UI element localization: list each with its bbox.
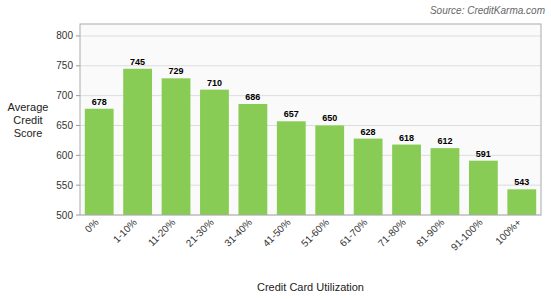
y-tick: [76, 95, 80, 96]
x-tick-label: 21-30%: [184, 217, 216, 249]
x-tick-label: 91-100%: [449, 217, 485, 253]
y-tick-label: 700: [56, 90, 73, 101]
bar: [392, 145, 421, 215]
x-tick-label: 51-60%: [299, 217, 331, 249]
bar: [238, 104, 267, 215]
chart-container: 500 550 600 650 700 750 800 678 745 729 710 686 657 6…: [0, 0, 551, 299]
x-tick-label: 71-80%: [376, 217, 408, 249]
data-label: 686: [245, 92, 260, 102]
x-tick-label: 100%+: [493, 217, 523, 247]
x-tick-label: 0%: [83, 217, 101, 235]
bar: [354, 139, 383, 215]
bar: [200, 90, 229, 215]
data-label: 650: [322, 113, 337, 123]
bar: [315, 125, 344, 215]
y-tick-label: 600: [56, 150, 73, 161]
x-tick-label: 81-90%: [414, 217, 446, 249]
plot-frame: [80, 24, 541, 215]
y-tick-label: 800: [56, 30, 73, 41]
grid-line: [80, 35, 541, 36]
chart-svg: 500 550 600 650 700 750 800 678 745 729 710 686 657 6…: [0, 0, 551, 299]
data-label: 618: [399, 133, 414, 143]
data-label: 591: [476, 149, 491, 159]
data-label: 729: [169, 66, 184, 76]
data-label: 612: [437, 136, 452, 146]
x-tick-label: 41-50%: [261, 217, 293, 249]
x-axis-label: Credit Card Utilization: [257, 281, 364, 293]
data-label: 543: [514, 177, 529, 187]
y-tick-label: 550: [56, 180, 73, 191]
y-tick: [76, 185, 80, 186]
bar: [277, 121, 306, 215]
grid-line: [80, 65, 541, 66]
bar: [431, 148, 460, 215]
y-tick-label: 650: [56, 120, 73, 131]
y-axis-label: AverageCreditScore: [8, 101, 49, 139]
y-tick: [76, 35, 80, 36]
data-label: 657: [284, 109, 299, 119]
plot-background: [80, 24, 541, 215]
y-tick: [76, 65, 80, 66]
x-tick-label: 31-40%: [222, 217, 254, 249]
data-label: 710: [207, 78, 222, 88]
source-note: Source: CreditKarma.com: [430, 5, 545, 16]
bar: [85, 109, 114, 215]
x-tick-label: 61-70%: [337, 217, 369, 249]
y-tick: [76, 215, 80, 216]
bar: [507, 189, 536, 215]
bars: [85, 69, 536, 215]
y-tick: [76, 125, 80, 126]
x-tick-label: 11-20%: [146, 217, 178, 249]
x-tick-label: 1-10%: [111, 217, 139, 245]
data-label: 745: [130, 57, 145, 67]
bar: [123, 69, 152, 215]
y-tick-label: 750: [56, 60, 73, 71]
y-tick-label: 500: [56, 210, 73, 221]
bar: [469, 161, 498, 215]
bar: [162, 78, 191, 215]
data-label: 678: [92, 97, 107, 107]
y-tick: [76, 155, 80, 156]
data-label: 628: [361, 127, 376, 137]
